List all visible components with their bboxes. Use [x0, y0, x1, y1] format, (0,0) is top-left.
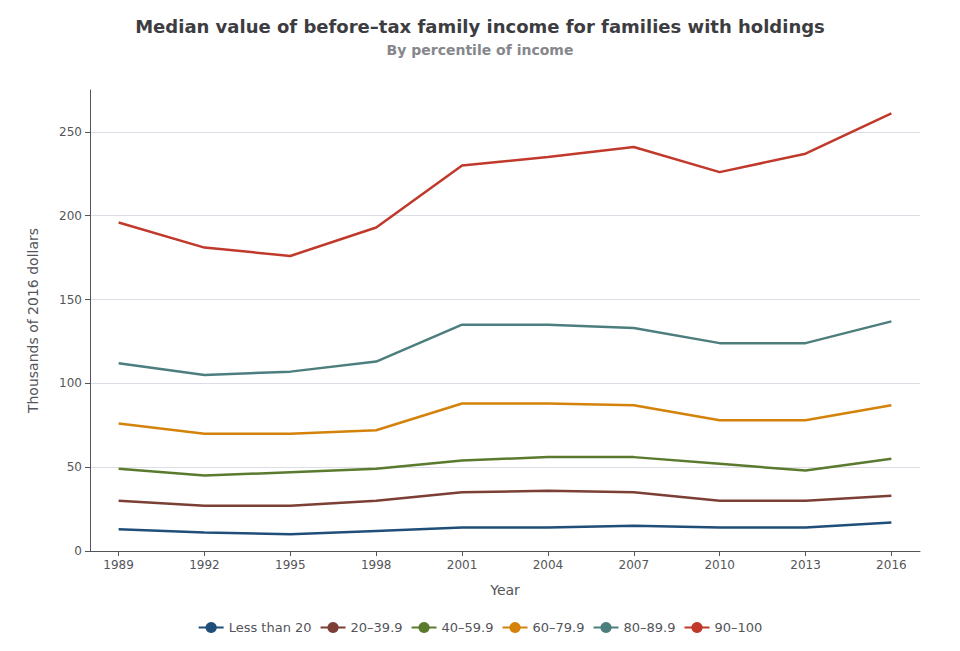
svg-text:250: 250 [59, 125, 82, 139]
svg-text:0: 0 [74, 544, 82, 558]
svg-text:1992: 1992 [189, 558, 220, 572]
svg-text:Less than 20: Less than 20 [229, 620, 312, 635]
svg-text:1989: 1989 [103, 558, 134, 572]
svg-text:2004: 2004 [533, 558, 564, 572]
svg-text:Median value of before–tax fam: Median value of before–tax family income… [135, 16, 825, 37]
svg-text:1998: 1998 [361, 558, 392, 572]
svg-text:Year: Year [489, 582, 520, 598]
svg-text:Thousands of 2016 dollars: Thousands of 2016 dollars [25, 228, 41, 414]
svg-text:100: 100 [59, 376, 82, 390]
svg-text:2007: 2007 [619, 558, 650, 572]
svg-text:2016: 2016 [876, 558, 907, 572]
svg-text:40–59.9: 40–59.9 [442, 620, 494, 635]
svg-text:150: 150 [59, 293, 82, 307]
svg-text:1995: 1995 [275, 558, 306, 572]
svg-text:50: 50 [67, 460, 82, 474]
svg-text:2001: 2001 [447, 558, 478, 572]
svg-text:90–100: 90–100 [715, 620, 763, 635]
svg-text:2013: 2013 [790, 558, 821, 572]
svg-text:2010: 2010 [704, 558, 735, 572]
svg-text:60–79.9: 60–79.9 [533, 620, 585, 635]
svg-text:200: 200 [59, 209, 82, 223]
svg-text:80–89.9: 80–89.9 [624, 620, 676, 635]
svg-text:20–39.9: 20–39.9 [351, 620, 403, 635]
svg-text:By percentile of income: By percentile of income [387, 42, 574, 58]
